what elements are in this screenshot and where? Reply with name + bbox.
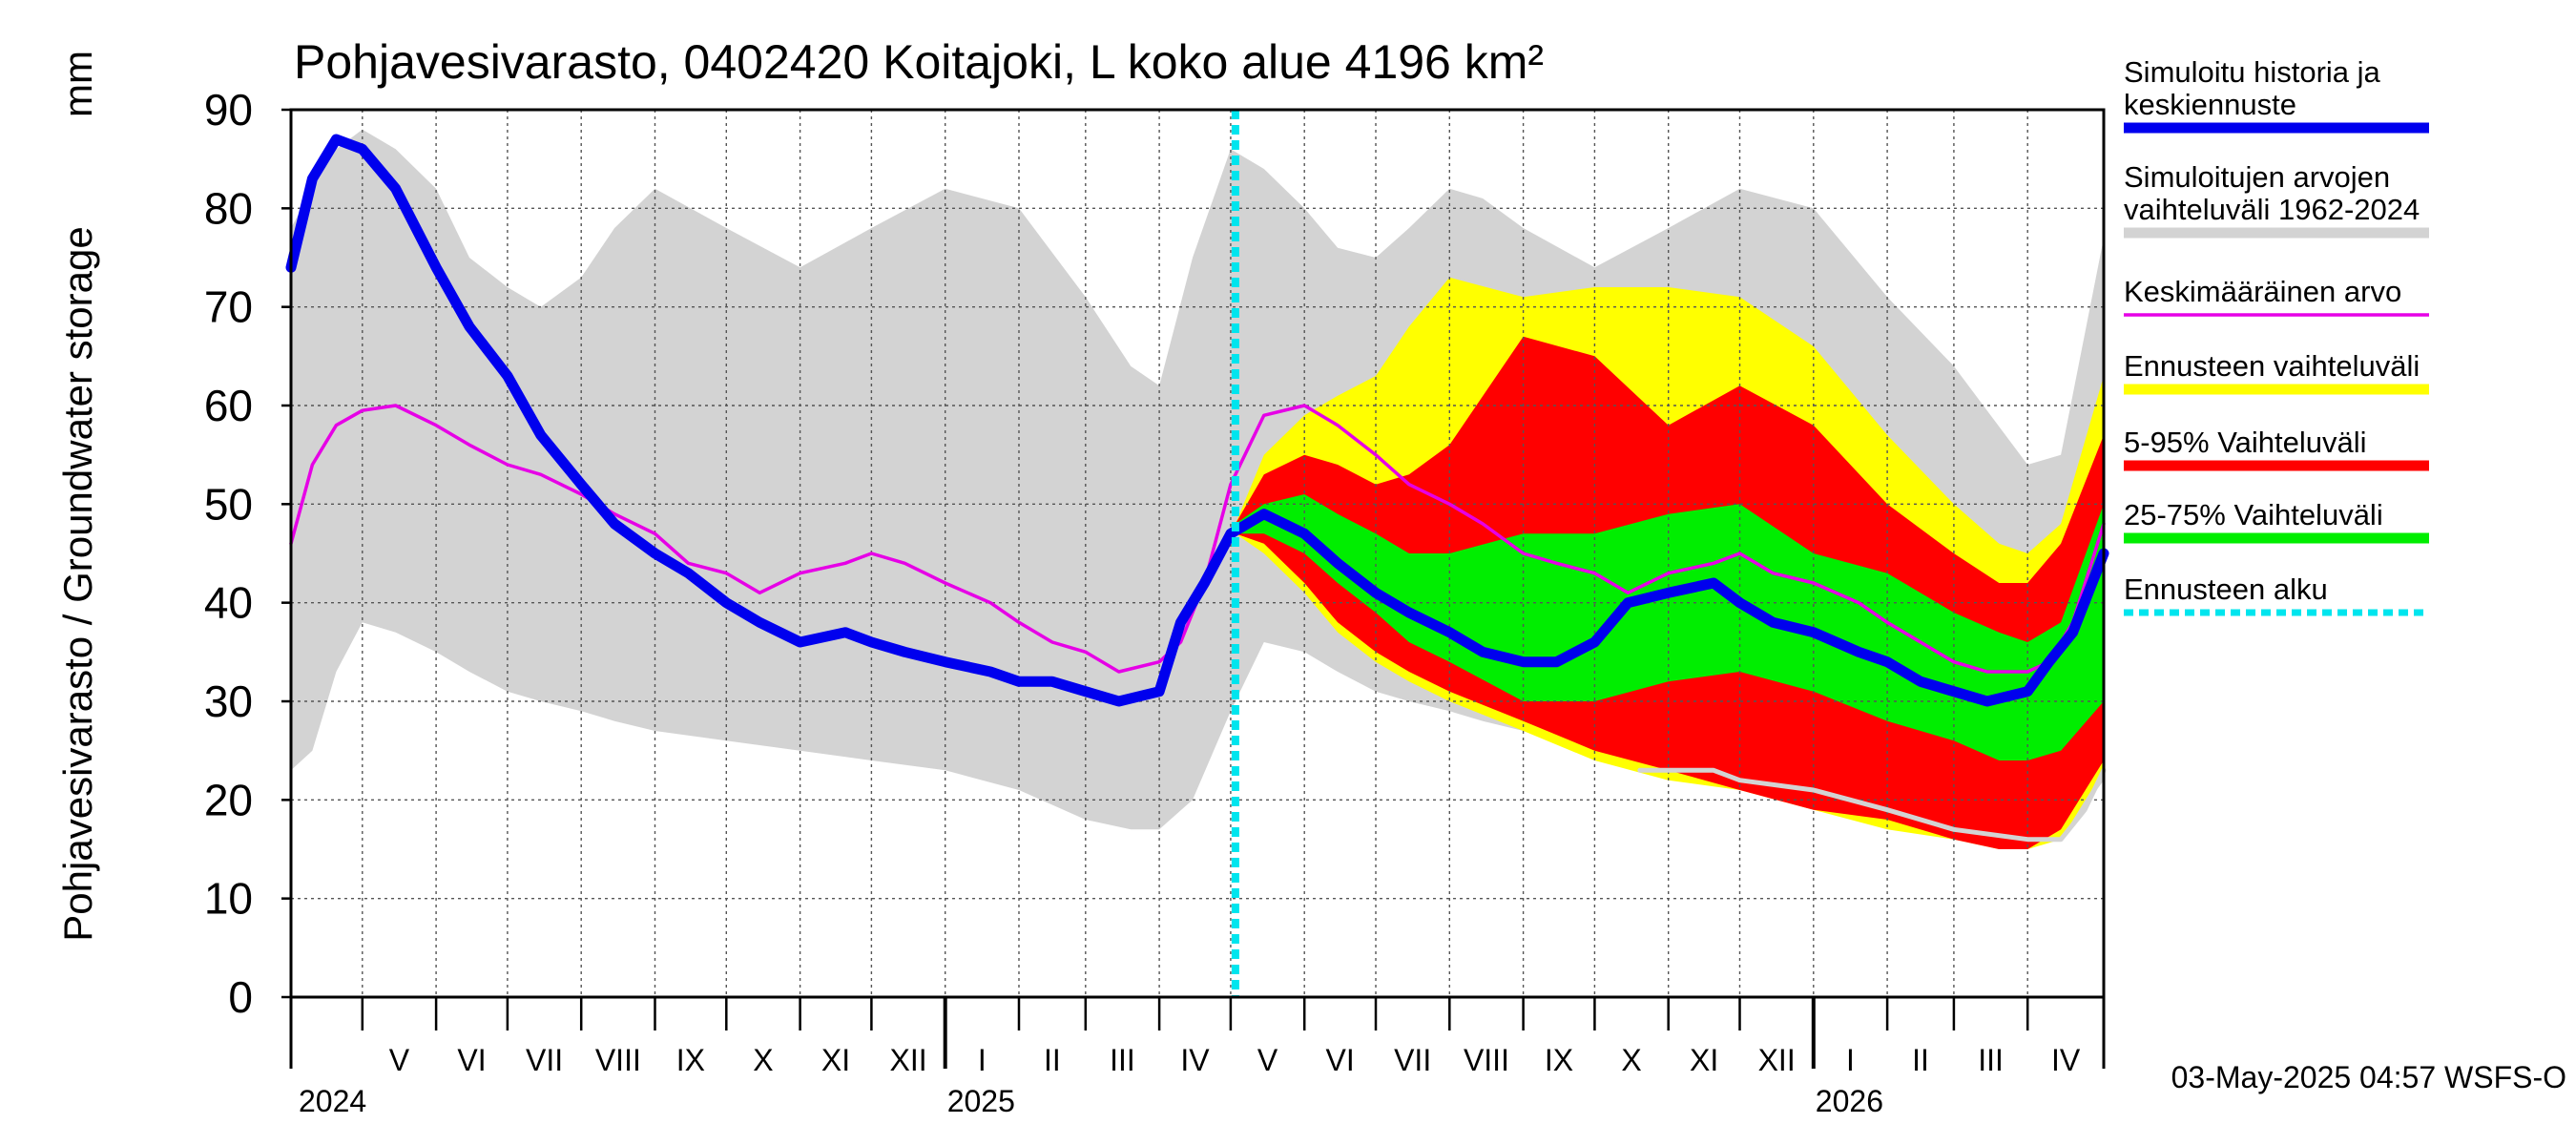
legend-label: Keskimääräinen arvo [2124, 275, 2401, 308]
y-tick-label: 50 [204, 479, 253, 529]
month-label: I [978, 1043, 987, 1077]
month-label: VIII [1464, 1043, 1509, 1077]
y-tick-label: 80 [204, 183, 253, 233]
month-label: III [1110, 1043, 1135, 1077]
grid [291, 110, 2104, 997]
month-label: V [1257, 1043, 1278, 1077]
month-label: IX [676, 1043, 705, 1077]
legend-label: 5-95% Vaihteluväli [2124, 426, 2366, 459]
band-25-75-vaihteluv-li [1235, 494, 2104, 760]
legend-label: vaihteluväli 1962-2024 [2124, 193, 2420, 226]
y-tick-label: 0 [228, 972, 253, 1022]
month-label: IV [1180, 1043, 1210, 1077]
month-label: III [1978, 1043, 2004, 1077]
y-tick-label: 70 [204, 282, 253, 332]
legend-label: Ennusteen vaihteluväli [2124, 349, 2420, 383]
month-label: XII [889, 1043, 926, 1077]
legend-label: Ennusteen alku [2124, 572, 2328, 606]
month-label: VI [457, 1043, 486, 1077]
month-label: IV [2051, 1043, 2081, 1077]
line-simuloitu-historia-ja-keskiennuste [285, 134, 2109, 707]
legend-item: Ennusteen alku [2124, 572, 2429, 616]
legend-item: Keskimääräinen arvo [2124, 275, 2429, 317]
y-tick-label: 90 [204, 85, 253, 135]
month-label: X [1621, 1043, 1641, 1077]
y-axis-label: Pohjavesivarasto / Groundwater storage [55, 226, 100, 941]
bands [291, 129, 2104, 849]
legend-label: Simuloitu historia ja [2124, 55, 2381, 89]
line-min [1637, 767, 2107, 843]
month-label: I [1846, 1043, 1855, 1077]
legend-item: 5-95% Vaihteluväli [2124, 426, 2429, 471]
chart-title: Pohjavesivarasto, 0402420 Koitajoki, L k… [294, 35, 1544, 89]
year-label: 2026 [1816, 1084, 1883, 1118]
y-tick-label: 30 [204, 677, 253, 726]
y-axis-unit: mm [55, 51, 100, 117]
month-label: X [753, 1043, 773, 1077]
month-label: V [389, 1043, 410, 1077]
legend-label: 25-75% Vaihteluväli [2124, 498, 2383, 531]
month-label: XI [821, 1043, 850, 1077]
y-tick-label: 20 [204, 775, 253, 824]
month-label: II [1912, 1043, 1929, 1077]
y-tick-label: 10 [204, 874, 253, 924]
y-tick-label: 60 [204, 381, 253, 430]
month-label: II [1044, 1043, 1061, 1077]
year-label: 2025 [947, 1084, 1015, 1118]
month-label: VII [526, 1043, 563, 1077]
month-label: IX [1545, 1043, 1573, 1077]
month-label: XII [1758, 1043, 1796, 1077]
y-tick-label: 40 [204, 578, 253, 628]
month-label: VIII [595, 1043, 641, 1077]
footer-timestamp: 03-May-2025 04:57 WSFS-O [2171, 1060, 2566, 1094]
legend-label: Simuloitujen arvojen [2124, 160, 2390, 194]
legend-label: keskiennuste [2124, 88, 2296, 121]
month-label: XI [1690, 1043, 1718, 1077]
year-label: 2024 [299, 1084, 366, 1118]
plot-frame [289, 108, 2106, 999]
month-label: VI [1325, 1043, 1354, 1077]
series-lines [285, 110, 2109, 997]
month-label: VII [1394, 1043, 1431, 1077]
legend-item: Ennusteen vaihteluväli [2124, 349, 2429, 395]
legend-item: 25-75% Vaihteluväli [2124, 498, 2429, 544]
legend: Simuloitu historia jakeskiennusteSimuloi… [2124, 55, 2429, 616]
